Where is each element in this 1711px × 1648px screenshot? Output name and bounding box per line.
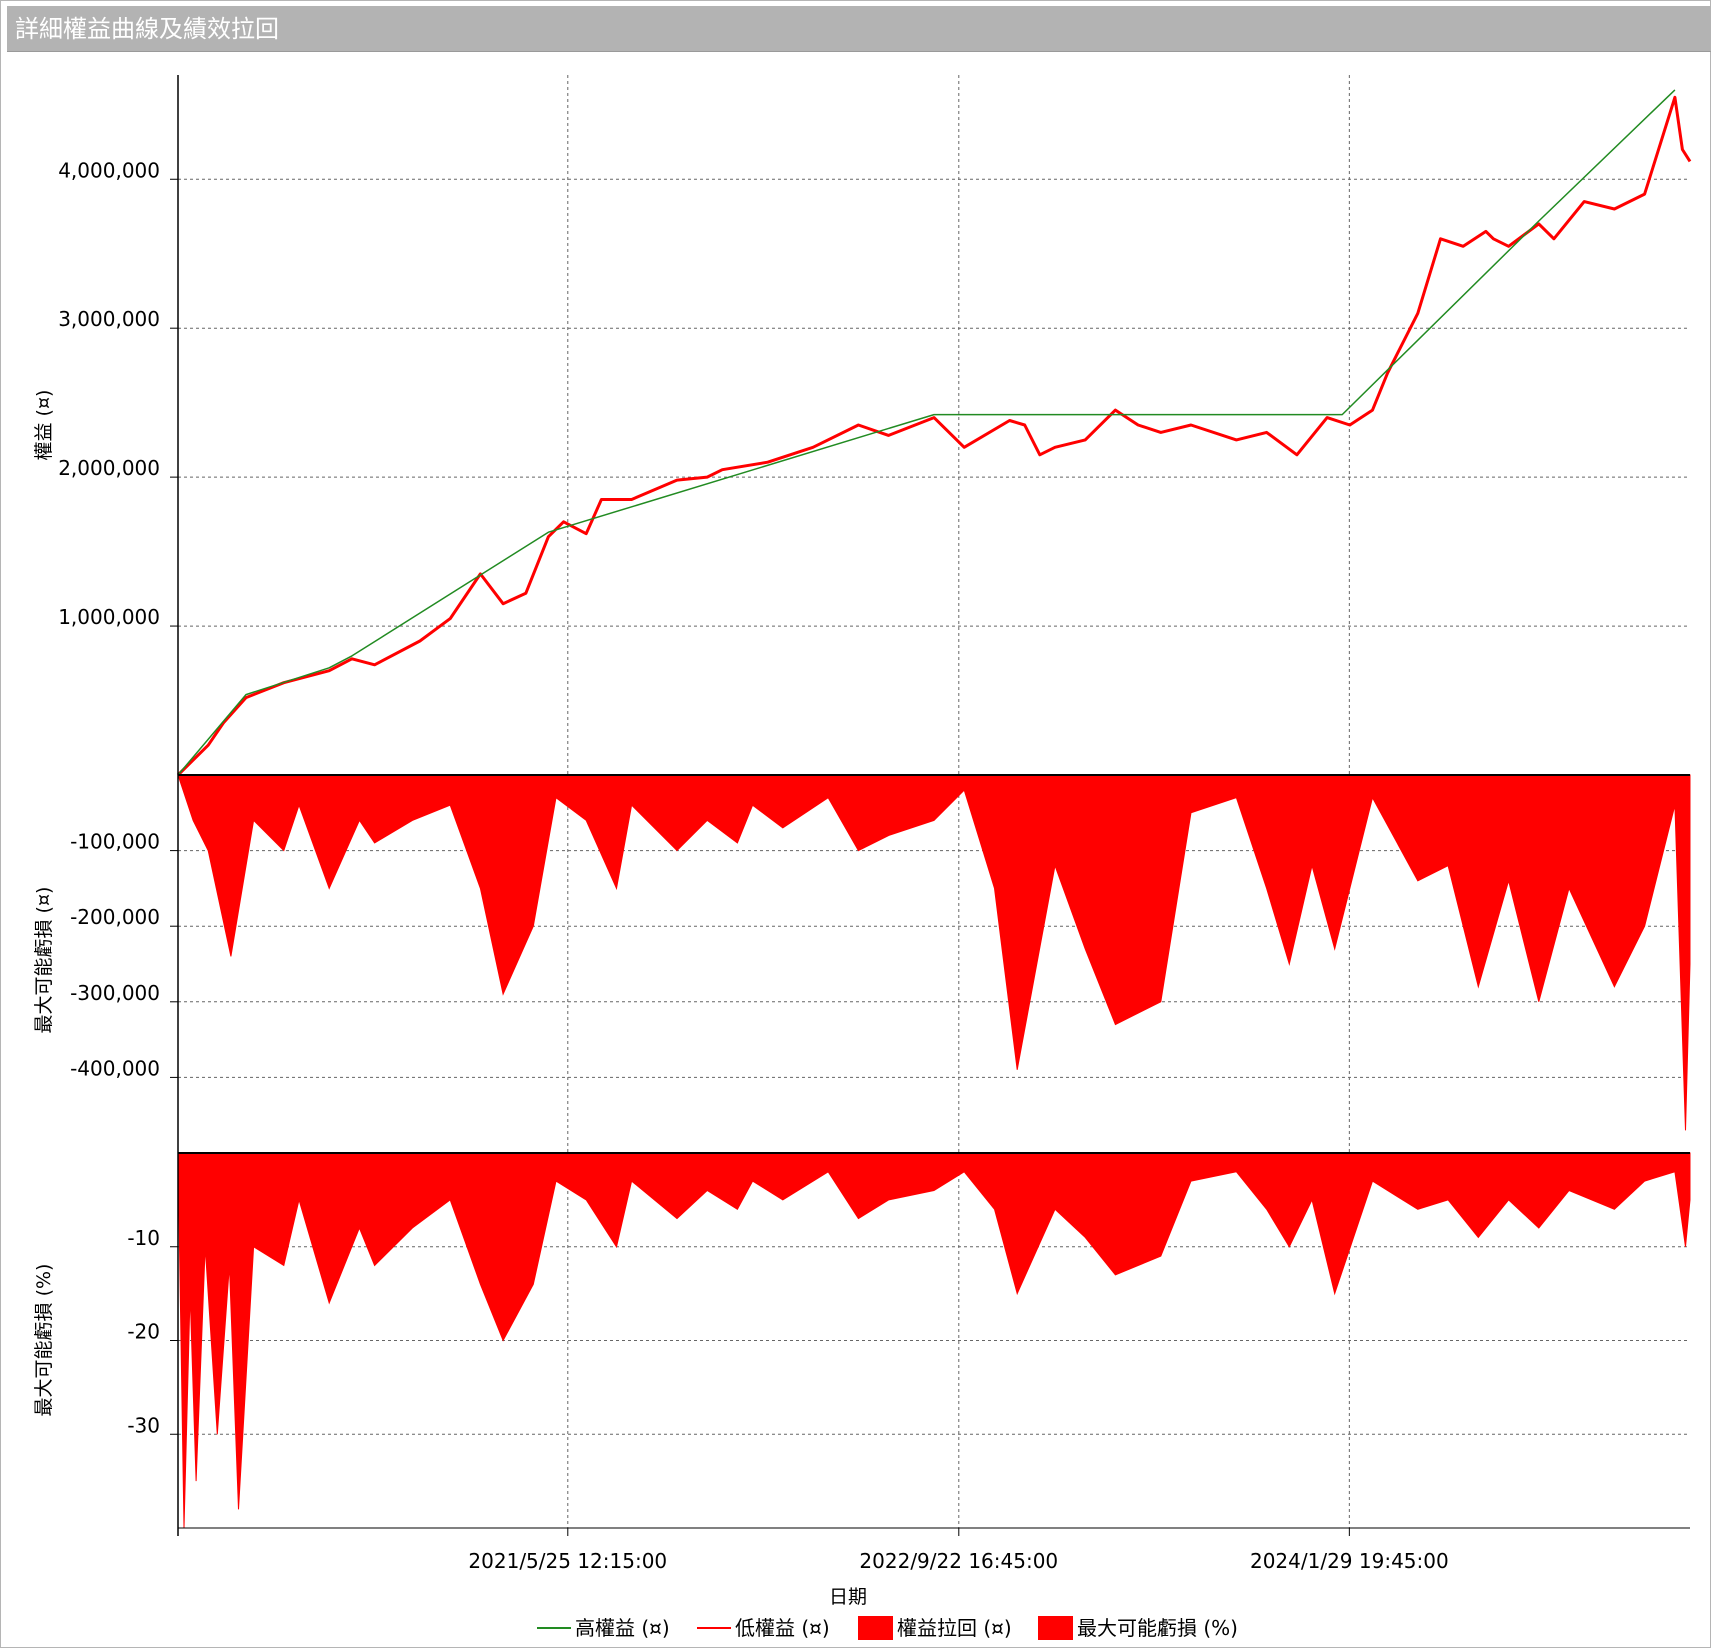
data-layer — [176, 89, 1692, 1529]
series-drawdown_pct-0-area — [177, 1152, 1691, 1529]
legend-item-low-equity: 低權益 (¤) — [697, 1616, 830, 1640]
y-tick-label: -200,000 — [70, 905, 160, 929]
legend-label-high-equity: 高權益 (¤) — [575, 1616, 670, 1640]
y-tick-label: 3,000,000 — [58, 307, 160, 331]
x-tick-label: 2024/1/29 19:45:00 — [1250, 1549, 1449, 1573]
y-tick-label: -100,000 — [70, 830, 160, 854]
y-tick-label: 4,000,000 — [58, 158, 160, 182]
panel-ylabel-drawdown-pct: 最大可能虧損 (%) — [33, 1264, 55, 1417]
legend-label-low-equity: 低權益 (¤) — [735, 1616, 830, 1640]
series-equity-0-line — [176, 95, 1692, 777]
window-title: 詳細權益曲線及績效拉回 — [15, 15, 279, 43]
legend-swatch-max-drawdown-pct — [1038, 1616, 1073, 1640]
panel-ylabel-equity: 權益 (¤) — [33, 390, 55, 461]
legend: 高權益 (¤) 低權益 (¤) 權益拉回 (¤) 最大可能虧損 (%) — [537, 1616, 1238, 1640]
y-tick-label: 2,000,000 — [58, 456, 160, 480]
y-tick-label: 1,000,000 — [58, 605, 160, 629]
legend-item-equity-drawdown: 權益拉回 (¤) — [858, 1616, 1012, 1640]
legend-item-max-drawdown-pct: 最大可能虧損 (%) — [1038, 1616, 1238, 1640]
window-titlebar: 詳細權益曲線及績效拉回 — [7, 6, 1711, 52]
y-tick-label: -400,000 — [70, 1056, 160, 1080]
x-axis-title: 日期 — [829, 1586, 867, 1608]
legend-item-high-equity: 高權益 (¤) — [537, 1616, 670, 1640]
x-tick-label: 2021/5/25 12:15:00 — [468, 1549, 667, 1573]
series-drawdown-0-area — [177, 774, 1691, 1131]
axes: 2021/5/25 12:15:00 2022/9/22 16:45:00 2024… — [58, 75, 1690, 1573]
y-tick-label: -300,000 — [70, 981, 160, 1005]
legend-label-max-drawdown-pct: 最大可能虧損 (%) — [1077, 1616, 1238, 1640]
panel-ylabel-drawdown: 最大可能虧損 (¤) — [33, 887, 55, 1034]
y-tick-label: -20 — [127, 1320, 160, 1344]
series-equity-1-line — [177, 89, 1676, 776]
legend-swatch-equity-drawdown — [858, 1616, 893, 1640]
legend-label-equity-drawdown: 權益拉回 (¤) — [897, 1616, 1012, 1640]
y-tick-label: -30 — [127, 1413, 160, 1437]
x-tick-label: 2022/9/22 16:45:00 — [859, 1549, 1058, 1573]
y-tick-label: -10 — [127, 1226, 160, 1250]
